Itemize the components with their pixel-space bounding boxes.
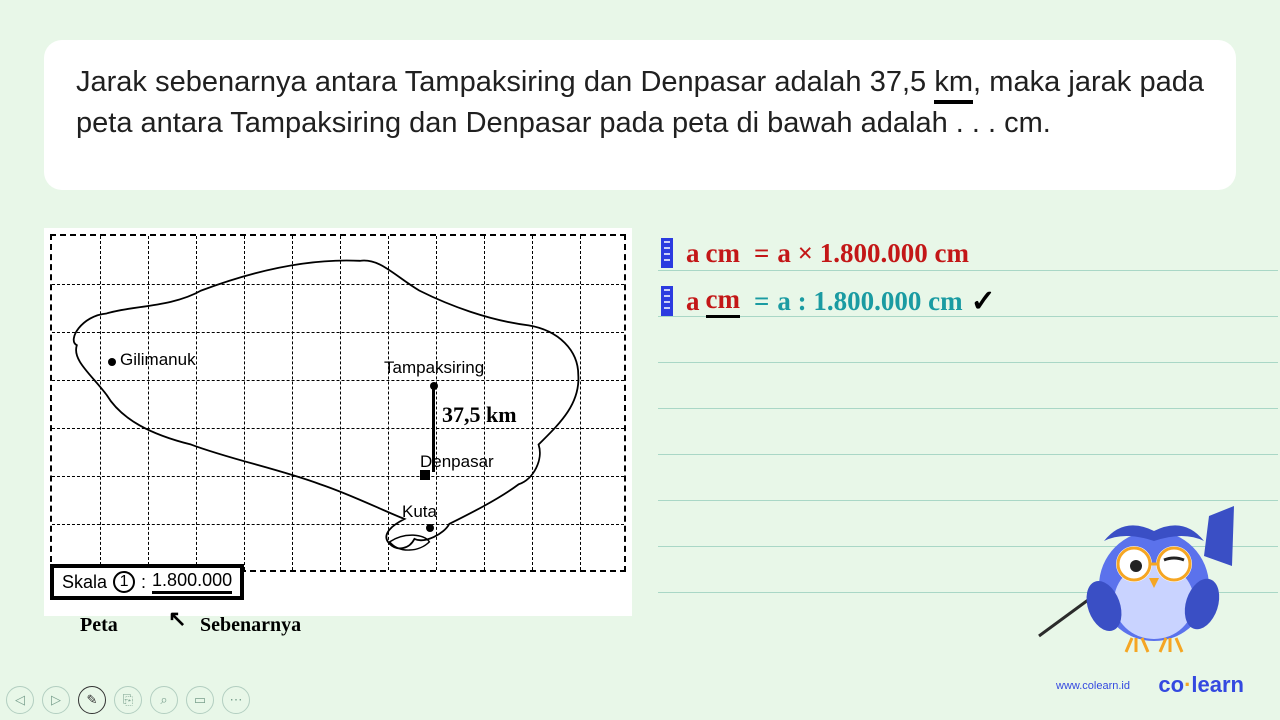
- eq2-rhs: a : 1.800.000 cm: [777, 286, 962, 317]
- scale-box: Skala 1 : 1.800.000: [50, 564, 244, 600]
- playback-controls: ◁ ▷ ✎ ⎘ ⌕ ▭ ⋯: [6, 686, 250, 714]
- eq1-lhs-a: a: [686, 238, 700, 269]
- eq1-rhs: a × 1.800.000 cm: [777, 238, 969, 269]
- footer-logo: co·learn: [1158, 672, 1244, 698]
- equation-1: a cm = a × 1.800.000 cm: [658, 230, 1278, 276]
- copy-button[interactable]: ⎘: [114, 686, 142, 714]
- eq2-lhs-a: a: [686, 286, 700, 317]
- ruler-icon: [658, 236, 676, 270]
- distance-label: 37,5 km: [442, 402, 517, 428]
- mascot-owl: [1034, 486, 1244, 666]
- scale-label: Skala: [62, 572, 107, 593]
- distance-line: [432, 386, 435, 472]
- dot-gilimanuk: [108, 358, 116, 366]
- footer-url: www.colearn.id: [1056, 680, 1130, 692]
- ruler-icon: [658, 284, 676, 318]
- scale-sep: :: [141, 572, 146, 593]
- arrow-sebenarnya: ↖: [168, 606, 186, 632]
- screen-button[interactable]: ▭: [186, 686, 214, 714]
- question-card: Jarak sebenarnya antara Tampaksiring dan…: [44, 40, 1236, 190]
- map-grid: Gilimanuk Tampaksiring Denpasar Kuta 37,…: [50, 234, 626, 572]
- eq1-eq: =: [754, 238, 769, 269]
- pen-button[interactable]: ✎: [78, 686, 106, 714]
- label-kuta: Kuta: [402, 502, 437, 522]
- bali-outline: [52, 236, 624, 570]
- annotation-peta: Peta: [80, 614, 118, 637]
- question-pre: Jarak sebenarnya antara Tampaksiring dan…: [76, 66, 934, 98]
- eq2-lhs-cm: cm: [706, 284, 740, 318]
- question-text: Jarak sebenarnya antara Tampaksiring dan…: [76, 62, 1204, 143]
- zoom-button[interactable]: ⌕: [150, 686, 178, 714]
- question-km: km: [934, 66, 973, 104]
- annotation-sebenarnya: Sebenarnya: [200, 614, 301, 637]
- label-tampaksiring: Tampaksiring: [384, 358, 484, 378]
- scale-real-side: 1.800.000: [152, 570, 232, 594]
- scale-map-side: 1: [113, 571, 135, 593]
- more-button[interactable]: ⋯: [222, 686, 250, 714]
- logo-post: learn: [1191, 672, 1244, 697]
- check-icon: ✓: [971, 284, 996, 319]
- next-button[interactable]: ▷: [42, 686, 70, 714]
- eq2-eq: =: [754, 286, 769, 317]
- prev-button[interactable]: ◁: [6, 686, 34, 714]
- eq1-lhs-cm: cm: [706, 238, 740, 269]
- equation-2: a cm = a : 1.800.000 cm ✓: [658, 278, 1278, 324]
- logo-pre: co: [1158, 672, 1184, 697]
- map-panel: Gilimanuk Tampaksiring Denpasar Kuta 37,…: [44, 228, 632, 616]
- dot-kuta: [426, 524, 434, 532]
- label-gilimanuk: Gilimanuk: [120, 350, 196, 370]
